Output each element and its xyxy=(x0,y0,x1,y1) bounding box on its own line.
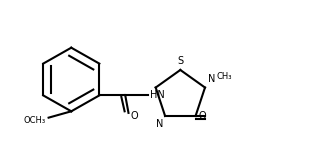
Text: O: O xyxy=(130,111,138,121)
Text: CH₃: CH₃ xyxy=(216,72,232,81)
Text: S: S xyxy=(177,56,183,66)
Text: N: N xyxy=(208,74,215,84)
Text: HN: HN xyxy=(150,90,164,100)
Text: O: O xyxy=(199,111,206,121)
Text: N: N xyxy=(156,119,164,129)
Text: OCH₃: OCH₃ xyxy=(23,116,45,125)
